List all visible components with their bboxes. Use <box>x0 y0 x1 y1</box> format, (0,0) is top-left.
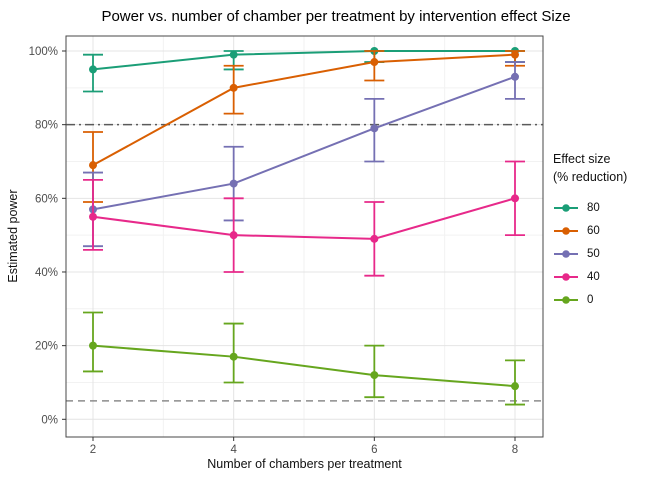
legend-key-icon <box>554 203 578 212</box>
legend-label: 0 <box>587 293 594 306</box>
x-tick-label: 8 <box>512 444 518 456</box>
legend-key-icon <box>554 226 578 235</box>
y-tick-label: 40% <box>35 267 58 279</box>
legend-label: 50 <box>587 247 600 260</box>
legend-label: 80 <box>587 201 600 214</box>
y-tick-label: 100% <box>29 46 58 58</box>
chart-title: Power vs. number of chamber per treatmen… <box>101 8 571 25</box>
x-axis-title: Number of chambers per treatment <box>207 457 402 471</box>
y-tick-label: 60% <box>35 193 58 205</box>
series-line-80 <box>92 50 515 71</box>
legend-item-80: 80 <box>553 196 671 219</box>
legend-title-line2: (% reduction) <box>553 170 628 185</box>
legend-item-40: 40 <box>553 265 671 288</box>
y-axis-title: Estimated power <box>6 189 20 283</box>
legend-item-60: 60 <box>553 219 671 242</box>
legend-label: 60 <box>587 224 600 237</box>
y-tick-label: 80% <box>35 120 58 132</box>
series-line-50 <box>92 75 516 211</box>
legend-title-line1: Effect size <box>553 152 611 166</box>
y-tick-label: 0% <box>41 414 58 426</box>
legend-key-icon <box>554 249 578 258</box>
legend: Effect size (% reduction) 80 60 50 40 0 <box>553 150 671 311</box>
legend-title: Effect size (% reduction) <box>553 150 671 186</box>
x-tick-label: 2 <box>90 444 96 456</box>
legend-items: 80 60 50 40 0 <box>553 196 671 311</box>
legend-label: 40 <box>587 270 600 283</box>
y-tick-label: 20% <box>35 341 58 353</box>
legend-key-icon <box>554 295 578 304</box>
series-line-40 <box>92 197 516 240</box>
x-tick-label: 4 <box>230 444 237 456</box>
legend-item-50: 50 <box>553 242 671 265</box>
legend-item-0: 0 <box>553 288 671 311</box>
series-line-60 <box>92 53 516 167</box>
series-0 <box>89 341 519 391</box>
panel-border <box>65 35 544 438</box>
legend-key-icon <box>554 272 578 281</box>
series-line-0 <box>92 344 516 388</box>
x-tick-label: 6 <box>371 444 377 456</box>
